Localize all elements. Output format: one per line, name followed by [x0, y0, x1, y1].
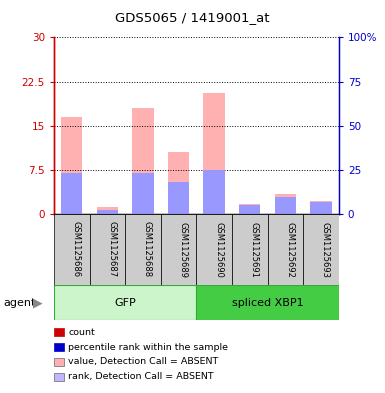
Bar: [310, 201, 332, 214]
Bar: [275, 196, 296, 214]
Bar: [168, 182, 189, 214]
Text: GSM1125692: GSM1125692: [285, 222, 295, 277]
Bar: [54, 285, 196, 320]
Bar: [196, 214, 232, 285]
Bar: [203, 93, 225, 214]
Bar: [196, 285, 339, 320]
Bar: [203, 170, 225, 214]
Bar: [61, 117, 82, 214]
Text: value, Detection Call = ABSENT: value, Detection Call = ABSENT: [68, 358, 218, 366]
Bar: [239, 205, 260, 214]
Text: GSM1125686: GSM1125686: [72, 222, 81, 277]
Text: GSM1125687: GSM1125687: [107, 222, 116, 277]
Bar: [239, 204, 260, 214]
Text: GSM1125688: GSM1125688: [143, 222, 152, 277]
Text: agent: agent: [4, 298, 36, 308]
Text: GSM1125693: GSM1125693: [321, 222, 330, 277]
Text: ▶: ▶: [33, 296, 42, 309]
Text: GSM1125691: GSM1125691: [250, 222, 259, 277]
Bar: [275, 193, 296, 214]
Bar: [310, 202, 332, 214]
Text: GSM1125689: GSM1125689: [179, 222, 187, 277]
Bar: [132, 108, 154, 214]
Bar: [125, 214, 161, 285]
Bar: [168, 152, 189, 214]
Text: GDS5065 / 1419001_at: GDS5065 / 1419001_at: [115, 11, 270, 24]
Bar: [54, 214, 90, 285]
Bar: [303, 214, 339, 285]
Bar: [132, 173, 154, 214]
Text: rank, Detection Call = ABSENT: rank, Detection Call = ABSENT: [68, 373, 214, 381]
Bar: [268, 214, 303, 285]
Bar: [232, 214, 268, 285]
Text: spliced XBP1: spliced XBP1: [232, 298, 303, 308]
Bar: [97, 207, 118, 214]
Text: GFP: GFP: [114, 298, 136, 308]
Bar: [90, 214, 125, 285]
Bar: [161, 214, 196, 285]
Text: count: count: [68, 328, 95, 336]
Bar: [97, 210, 118, 214]
Bar: [61, 173, 82, 214]
Text: percentile rank within the sample: percentile rank within the sample: [68, 343, 228, 351]
Text: GSM1125690: GSM1125690: [214, 222, 223, 277]
